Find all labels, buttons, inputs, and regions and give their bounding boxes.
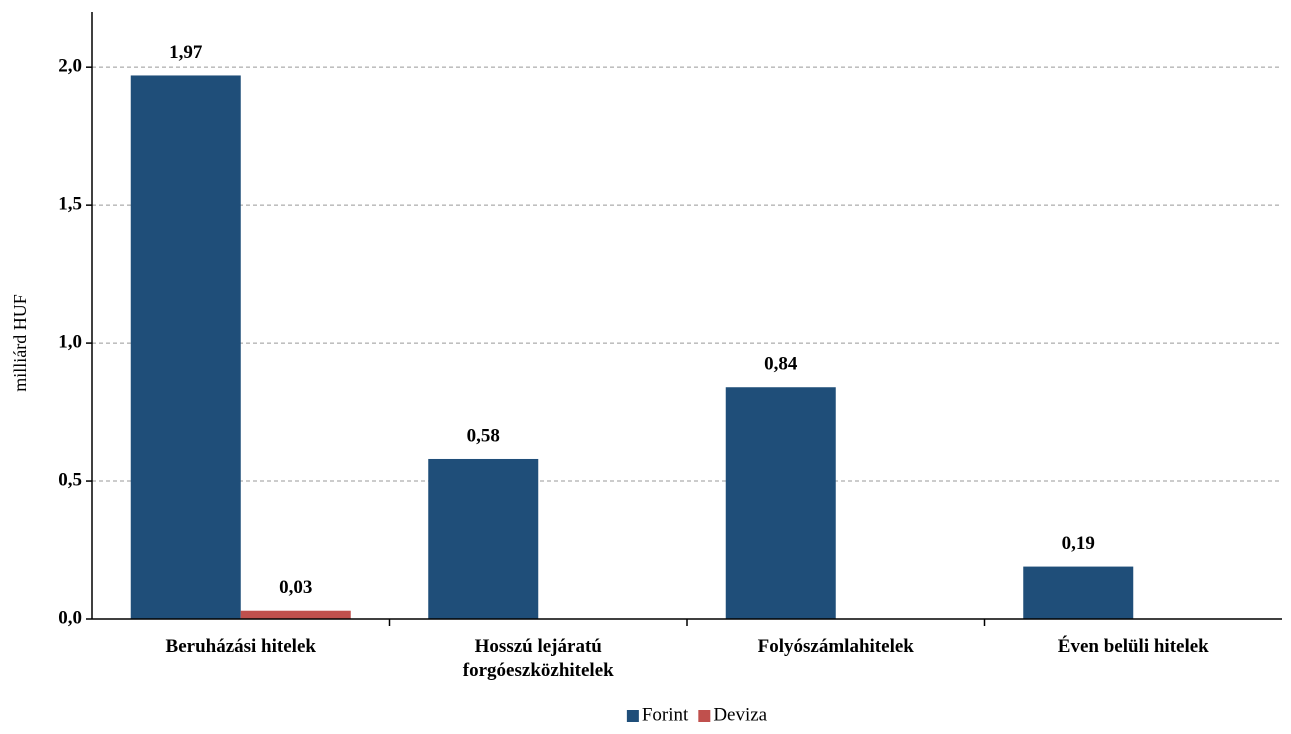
y-tick-label: 1,5 [58, 193, 82, 214]
bar [725, 387, 836, 619]
bar [1023, 566, 1134, 619]
y-tick-label: 0,0 [58, 607, 82, 628]
x-tick-label: Beruházási hitelek [165, 636, 316, 657]
legend-swatch [626, 710, 639, 722]
y-tick-label: 2,0 [58, 56, 82, 77]
x-tick-label: Hosszú lejáratú forgóeszközhitelek [462, 636, 614, 681]
data-label: 0,84 [764, 354, 798, 375]
legend-label: Deviza [713, 704, 767, 725]
y-axis-label: milliárd HUF [10, 294, 30, 392]
y-tick-label: 1,0 [58, 331, 82, 352]
data-label: 0,58 [467, 425, 500, 446]
x-tick-label: Folyószámlahitelek [757, 636, 914, 657]
legend-label: Forint [642, 704, 689, 725]
data-label: 1,97 [169, 42, 203, 63]
legend-swatch [698, 710, 711, 722]
bar [240, 610, 351, 619]
x-tick-label: Éven belüli hitelek [1057, 636, 1209, 657]
bar [428, 458, 539, 619]
data-label: 0,03 [279, 577, 312, 598]
y-tick-label: 0,5 [58, 469, 82, 490]
data-label: 0,19 [1062, 533, 1095, 554]
legend: Forint Deviza [626, 704, 768, 725]
bar [130, 75, 241, 619]
